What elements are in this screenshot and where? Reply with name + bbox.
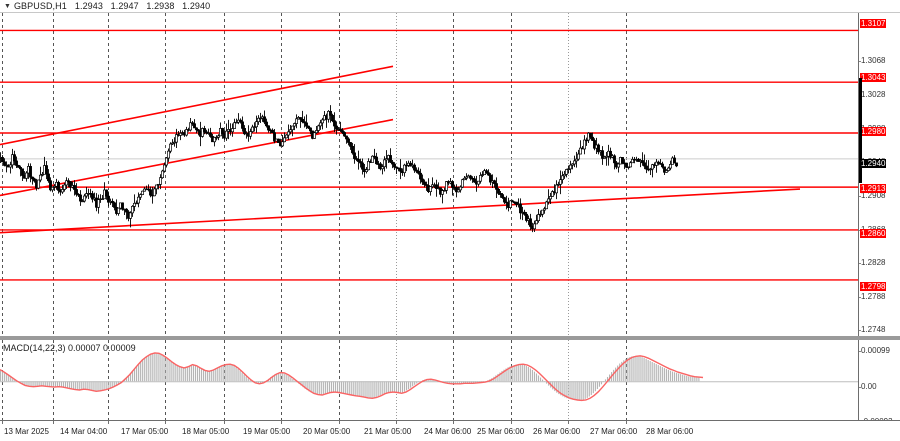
time-axis-label: 18 Mar 05:00 bbox=[182, 427, 230, 436]
time-axis-label: 24 Mar 06:00 bbox=[424, 427, 472, 436]
time-axis-label: 28 Mar 06:00 bbox=[646, 427, 694, 436]
time-axis-tick bbox=[511, 421, 512, 424]
time-axis-label: 26 Mar 06:00 bbox=[533, 427, 581, 436]
time-axis[interactable]: 13 Mar 2025 14 Mar 04:00 17 Mar 05:00 18 Ma… bbox=[0, 420, 900, 441]
time-axis-label: 21 Mar 05:00 bbox=[364, 427, 412, 436]
price-level-tag[interactable]: 1.2860 bbox=[860, 229, 887, 238]
quote-high: 1.2947 bbox=[110, 1, 139, 11]
price-chart-canvas bbox=[0, 13, 858, 336]
price-level-tag[interactable]: 1.3043 bbox=[860, 73, 887, 82]
time-axis-label: 27 Mar 06:00 bbox=[590, 427, 638, 436]
macd-indicator-label: MACD(14,22,3) 0.00007 0.00009 bbox=[3, 343, 136, 353]
time-axis-label: 25 Mar 06:00 bbox=[477, 427, 525, 436]
quote-close: 1.2940 bbox=[182, 1, 211, 11]
time-axis-label: 19 Mar 05:00 bbox=[243, 427, 291, 436]
macd-indicator-pane[interactable]: MACD(14,22,3) 0.00007 0.00009 bbox=[0, 340, 858, 420]
ohlc-values: 1.2943 1.2947 1.2938 1.2940 bbox=[75, 1, 215, 11]
time-axis-label: 17 Mar 05:00 bbox=[121, 427, 169, 436]
price-scale-tick: 1.2748 bbox=[858, 325, 886, 334]
symbol-label: GBPUSD,H1 bbox=[13, 1, 67, 11]
price-scale-tick: 1.2828 bbox=[858, 258, 886, 267]
time-axis-tick bbox=[224, 421, 225, 424]
price-level-tag[interactable]: 1.2980 bbox=[860, 127, 887, 136]
macd-scale-tick: 0.00 bbox=[859, 382, 877, 391]
time-axis-label: 13 Mar 2025 bbox=[4, 427, 49, 436]
quote-low: 1.2938 bbox=[146, 1, 175, 11]
price-level-tag[interactable]: 1.3107 bbox=[860, 19, 887, 28]
current-price-tag: 1.2940 bbox=[860, 159, 887, 168]
price-chart-pane[interactable] bbox=[0, 13, 858, 336]
time-axis-tick bbox=[396, 421, 397, 424]
price-scale-tick: 1.2908 bbox=[858, 191, 886, 200]
price-level-tag[interactable]: 1.2798 bbox=[860, 282, 887, 291]
time-axis-tick bbox=[2, 421, 3, 424]
time-axis-label: 14 Mar 04:00 bbox=[60, 427, 108, 436]
time-axis-tick bbox=[453, 421, 454, 424]
macd-scale-tick: 0.00099 bbox=[859, 346, 890, 355]
time-axis-label: 20 Mar 05:00 bbox=[303, 427, 351, 436]
time-axis-tick bbox=[626, 421, 627, 424]
price-scale-marker bbox=[859, 78, 862, 183]
time-axis-tick bbox=[568, 421, 569, 424]
price-level-tag[interactable]: 1.2913 bbox=[860, 184, 887, 193]
time-axis-tick bbox=[281, 421, 282, 424]
symbol-info-bar: ▼ GBPUSD,H1 1.2943 1.2947 1.2938 1.2940 bbox=[0, 0, 900, 13]
time-axis-tick bbox=[165, 421, 166, 424]
quote-open: 1.2943 bbox=[74, 1, 103, 11]
macd-chart-canvas bbox=[0, 340, 858, 420]
pane-splitter[interactable] bbox=[0, 336, 900, 340]
price-scale-tick: 1.3028 bbox=[858, 90, 886, 99]
chevron-down-icon[interactable]: ▼ bbox=[4, 2, 11, 10]
price-scale-tick: 1.3068 bbox=[858, 56, 886, 65]
price-scale[interactable]: 1.30681.30281.29881.29481.29081.28681.28… bbox=[858, 13, 900, 336]
time-axis-tick bbox=[339, 421, 340, 424]
time-axis-tick bbox=[108, 421, 109, 424]
time-axis-tick bbox=[53, 421, 54, 424]
price-scale-tick: 1.2788 bbox=[858, 292, 886, 301]
